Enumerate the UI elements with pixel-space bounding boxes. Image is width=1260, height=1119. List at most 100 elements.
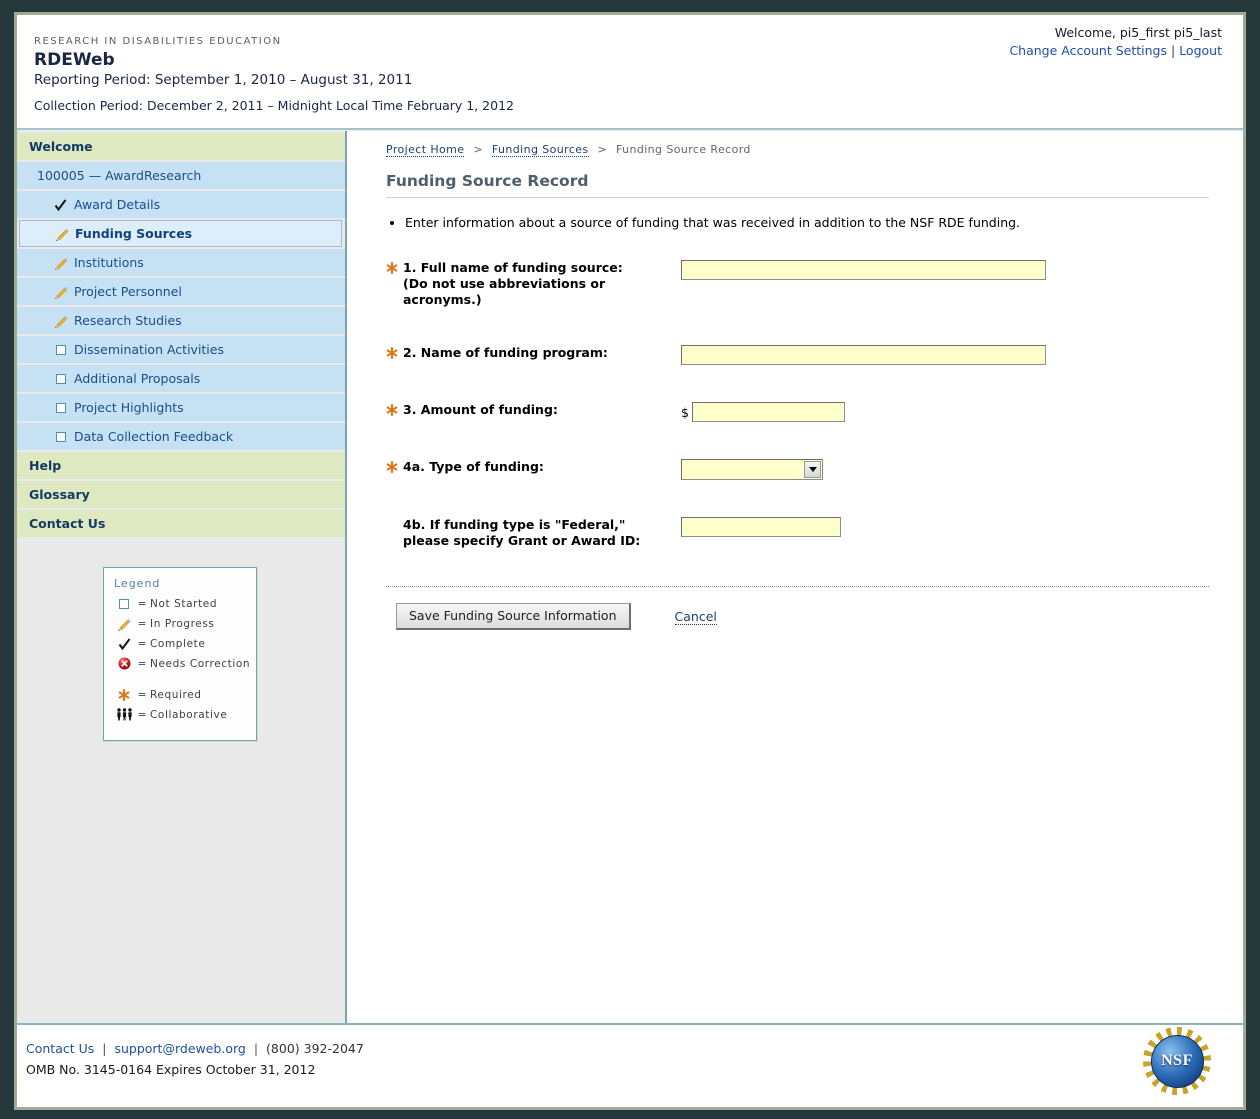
complete-icon <box>114 638 134 650</box>
not-started-square-icon <box>119 599 129 609</box>
account-area: Welcome, pi5_first pi5_last Change Accou… <box>1009 25 1222 58</box>
field-label: 1. Full name of funding source: <box>403 260 623 275</box>
instruction-text: Enter information about a source of fund… <box>405 215 1243 230</box>
footer-contact-us-link[interactable]: Contact Us <box>26 1041 95 1056</box>
legend-title: Legend <box>114 577 161 590</box>
sidebar-item-additional-proposals[interactable]: Additional Proposals <box>17 365 345 392</box>
funding-amount-input[interactable] <box>691 402 845 422</box>
field-label: 4a. Type of funding: <box>403 459 544 474</box>
required-asterisk-icon <box>386 261 398 275</box>
sidebar-item-label: Project Personnel <box>74 284 182 299</box>
currency-symbol: $ <box>681 405 689 420</box>
required-icon <box>386 460 398 476</box>
change-account-settings-link[interactable]: Change Account Settings <box>1009 43 1167 58</box>
breadcrumb-project-home-link[interactable]: Project Home <box>386 143 465 157</box>
reporting-period: Reporting Period: September 1, 2010 – Au… <box>34 72 413 88</box>
header-divider <box>17 128 1243 131</box>
legend-row-needs-correction: = Needs Correction <box>114 657 250 670</box>
checkmark-icon <box>54 198 67 211</box>
app-window: RESEARCH IN DISABILITIES EDUCATION RDEWe… <box>14 12 1246 1110</box>
sidebar-item-project-personnel[interactable]: Project Personnel <box>17 278 345 305</box>
sidebar-item-institutions[interactable]: Institutions <box>17 249 345 276</box>
legend-row-required: = Required <box>114 689 248 701</box>
sidebar-item-label: Dissemination Activities <box>74 342 224 357</box>
form-row-funding-amount: 3. Amount of funding: $ <box>386 402 1243 422</box>
cancel-link[interactable]: Cancel <box>674 608 717 625</box>
checkmark-icon <box>118 638 130 650</box>
legend-row-in-progress: = In Progress <box>114 617 248 631</box>
sidebar-item-contact-us[interactable]: Contact Us <box>17 510 345 537</box>
required-asterisk-icon <box>386 460 398 474</box>
main-content: Project Home > Funding Sources > Funding… <box>347 131 1243 1023</box>
header-link-separator: | <box>1170 43 1176 58</box>
sidebar-item-help[interactable]: Help <box>17 452 345 479</box>
breadcrumb: Project Home > Funding Sources > Funding… <box>386 143 751 157</box>
field-sublabel: please specify Grant or Award ID: <box>403 533 641 548</box>
required-asterisk-icon <box>386 346 398 360</box>
save-funding-source-button[interactable]: Save Funding Source Information <box>396 603 631 630</box>
sidebar-item-label: Institutions <box>74 255 144 270</box>
not-started-square-icon <box>55 402 66 413</box>
sidebar-nav: Welcome 100005 — AwardResearch Award Det… <box>17 131 347 1023</box>
required-icon <box>386 403 398 419</box>
sidebar-item-funding-sources[interactable]: Funding Sources <box>19 220 342 247</box>
footer-divider <box>17 1023 1243 1025</box>
required-icon <box>386 261 398 277</box>
not-started-square-icon <box>55 344 66 355</box>
field-label: 2. Name of funding program: <box>403 345 608 360</box>
sidebar-item-project-highlights[interactable]: Project Highlights <box>17 394 345 421</box>
needs-correction-icon <box>114 657 134 670</box>
collaborative-icon <box>114 708 134 721</box>
footer-phone: (800) 392-2047 <box>266 1041 364 1056</box>
logout-link[interactable]: Logout <box>1179 43 1222 58</box>
in-progress-icon <box>114 617 134 631</box>
not-started-icon <box>114 599 134 609</box>
legend-row-complete: = Complete <box>114 638 248 650</box>
required-asterisk-icon <box>118 689 130 701</box>
form-row-funding-type: 4a. Type of funding: <box>386 459 1243 480</box>
field-label: 4b. If funding type is "Federal," <box>403 517 626 532</box>
funding-source-form: 1. Full name of funding source: (Do not … <box>386 260 1243 630</box>
funding-type-select[interactable] <box>681 459 823 480</box>
collection-period: Collection Period: December 2, 2011 – Mi… <box>34 98 514 113</box>
sidebar-item-label: Data Collection Feedback <box>74 429 234 444</box>
nsf-logo: NSF <box>1143 1027 1211 1095</box>
field-sublabel: (Do not use abbreviations or acronyms.) <box>403 276 606 307</box>
sidebar-item-label: Project Highlights <box>74 400 184 415</box>
pencil-icon <box>55 228 69 241</box>
sidebar-item-award[interactable]: 100005 — AwardResearch <box>17 162 345 189</box>
sidebar-item-label: Research Studies <box>74 313 182 328</box>
sidebar-item-data-collection-feedback[interactable]: Data Collection Feedback <box>17 423 345 450</box>
required-icon <box>386 346 398 362</box>
legend-row-collaborative: = Collaborative <box>114 708 248 721</box>
welcome-user-text: Welcome, pi5_first pi5_last <box>1054 25 1222 40</box>
dropdown-arrow-icon[interactable] <box>804 461 821 478</box>
pencil-icon <box>117 618 131 631</box>
omb-notice: OMB No. 3145-0164 Expires October 31, 20… <box>26 1062 316 1077</box>
grant-award-id-input[interactable] <box>681 517 841 537</box>
nsf-globe-icon: NSF <box>1150 1034 1204 1088</box>
page-title: Funding Source Record <box>386 172 1209 198</box>
sidebar-item-label: Funding Sources <box>75 226 193 241</box>
field-label: 3. Amount of funding: <box>403 402 558 417</box>
not-started-square-icon <box>55 373 66 384</box>
app-eyebrow: RESEARCH IN DISABILITIES EDUCATION <box>34 36 282 47</box>
breadcrumb-funding-sources-link[interactable]: Funding Sources <box>491 143 589 157</box>
funding-program-input[interactable] <box>681 345 1046 365</box>
sidebar-item-glossary[interactable]: Glossary <box>17 481 345 508</box>
funding-source-name-input[interactable] <box>681 260 1046 280</box>
footer-email-link[interactable]: support@rdeweb.org <box>114 1041 246 1056</box>
sidebar-item-dissemination-activities[interactable]: Dissemination Activities <box>17 336 345 363</box>
not-started-square-icon <box>55 431 66 442</box>
form-row-grant-award-id: 4b. If funding type is "Federal," please… <box>386 517 1243 549</box>
sidebar-item-research-studies[interactable]: Research Studies <box>17 307 345 334</box>
breadcrumb-current: Funding Source Record <box>615 143 751 156</box>
pencil-icon <box>54 315 68 328</box>
legend-row-not-started: = Not Started <box>114 598 248 610</box>
sidebar-item-award-details[interactable]: Award Details <box>17 191 345 218</box>
app-title: RDEWeb <box>34 50 115 70</box>
pencil-icon <box>54 286 68 299</box>
sidebar-item-welcome[interactable]: Welcome <box>17 133 345 160</box>
page-footer: Contact Us | support@rdeweb.org | (800) … <box>17 1025 1243 1107</box>
legend-box: Legend = Not Started = In Progress <box>103 567 257 741</box>
